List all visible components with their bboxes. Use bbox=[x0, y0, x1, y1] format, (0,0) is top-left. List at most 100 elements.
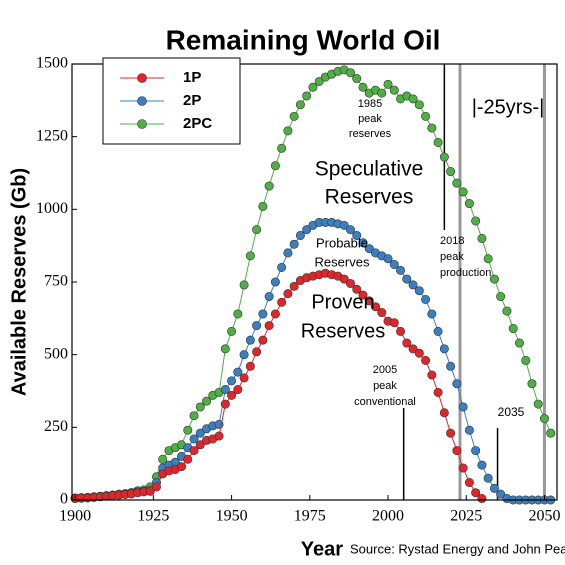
data-point bbox=[264, 292, 274, 302]
x-tick-label: 2000 bbox=[372, 508, 404, 525]
data-point bbox=[408, 344, 418, 354]
data-point bbox=[389, 318, 399, 328]
y-tick-label: 500 bbox=[44, 345, 68, 362]
data-point bbox=[195, 428, 205, 438]
data-point bbox=[233, 309, 243, 319]
data-point bbox=[270, 309, 280, 319]
data-point bbox=[514, 338, 524, 348]
data-point bbox=[527, 379, 537, 389]
data-point bbox=[508, 324, 518, 334]
y-axis-label: Available Reserves (Gb) bbox=[8, 168, 30, 396]
data-point bbox=[477, 494, 487, 504]
data-point bbox=[371, 302, 381, 312]
data-point bbox=[377, 88, 387, 98]
data-point bbox=[277, 262, 287, 272]
data-point bbox=[439, 408, 449, 418]
annotation: Proven bbox=[311, 291, 374, 313]
data-point bbox=[377, 308, 387, 318]
data-point bbox=[452, 178, 462, 188]
data-point bbox=[471, 446, 481, 456]
x-tick-label: 2025 bbox=[450, 508, 482, 525]
data-point bbox=[477, 233, 487, 243]
data-point bbox=[245, 251, 255, 261]
annotation: Reserves bbox=[325, 186, 414, 209]
data-point bbox=[258, 335, 268, 345]
data-point bbox=[283, 289, 293, 299]
data-point bbox=[295, 100, 305, 110]
data-point bbox=[227, 390, 237, 400]
data-point bbox=[464, 425, 474, 435]
data-point bbox=[308, 82, 318, 92]
data-point bbox=[396, 265, 406, 275]
data-point bbox=[214, 431, 224, 441]
data-point bbox=[289, 239, 299, 249]
y-tick-label: 1000 bbox=[36, 200, 68, 217]
data-point bbox=[539, 414, 549, 424]
data-point bbox=[189, 434, 199, 444]
data-point bbox=[183, 454, 193, 464]
data-point bbox=[177, 462, 187, 472]
data-point bbox=[433, 137, 443, 147]
annotation: production bbox=[440, 267, 491, 279]
data-point bbox=[421, 111, 431, 121]
data-point bbox=[458, 187, 468, 197]
data-point bbox=[446, 361, 456, 371]
data-point bbox=[289, 111, 299, 121]
data-point bbox=[452, 446, 462, 456]
data-point bbox=[446, 167, 456, 177]
x-axis-label: Year bbox=[301, 538, 343, 560]
data-point bbox=[364, 244, 374, 254]
annotation: Speculative bbox=[315, 158, 424, 181]
data-point bbox=[220, 385, 230, 395]
data-point bbox=[352, 284, 362, 294]
annotation: 2005 bbox=[373, 364, 397, 376]
x-tick-label: 2050 bbox=[528, 508, 560, 525]
data-point bbox=[245, 361, 255, 371]
data-point bbox=[446, 428, 456, 438]
legend-label: 2PC bbox=[183, 115, 212, 132]
data-point bbox=[189, 446, 199, 456]
data-point bbox=[277, 297, 287, 307]
data-point bbox=[270, 277, 280, 287]
data-point bbox=[202, 396, 212, 406]
data-point bbox=[439, 152, 449, 162]
y-tick-label: 0 bbox=[60, 491, 68, 508]
data-point bbox=[458, 402, 468, 412]
data-point bbox=[283, 126, 293, 136]
data-point bbox=[189, 411, 199, 421]
legend-marker bbox=[137, 73, 147, 83]
data-point bbox=[295, 230, 305, 240]
data-point bbox=[427, 370, 437, 380]
data-point bbox=[477, 460, 487, 470]
data-point bbox=[533, 399, 543, 409]
data-point bbox=[383, 79, 393, 89]
data-point bbox=[302, 225, 312, 235]
data-point bbox=[239, 280, 249, 290]
data-point bbox=[496, 292, 506, 302]
data-point bbox=[345, 278, 355, 288]
data-point bbox=[414, 286, 424, 296]
data-point bbox=[145, 486, 155, 496]
source-note: Source: Rystad Energy and John Peach bbox=[350, 541, 565, 556]
data-point bbox=[433, 387, 443, 397]
data-point bbox=[239, 373, 249, 383]
data-point bbox=[195, 440, 205, 450]
data-point bbox=[414, 348, 424, 358]
data-point bbox=[339, 274, 349, 284]
data-point bbox=[245, 335, 255, 345]
data-point bbox=[345, 68, 355, 78]
legend-label: 2P bbox=[183, 92, 201, 109]
data-point bbox=[220, 344, 230, 354]
y-tick-label: 1500 bbox=[36, 55, 68, 72]
annotation: 2035 bbox=[498, 405, 525, 419]
data-point bbox=[421, 294, 431, 304]
data-point bbox=[427, 123, 437, 133]
data-point bbox=[227, 326, 237, 336]
data-point bbox=[358, 238, 368, 248]
data-point bbox=[352, 74, 362, 84]
annotation: reserves bbox=[349, 128, 392, 140]
data-point bbox=[389, 85, 399, 95]
data-point bbox=[483, 254, 493, 264]
data-point bbox=[546, 428, 556, 438]
